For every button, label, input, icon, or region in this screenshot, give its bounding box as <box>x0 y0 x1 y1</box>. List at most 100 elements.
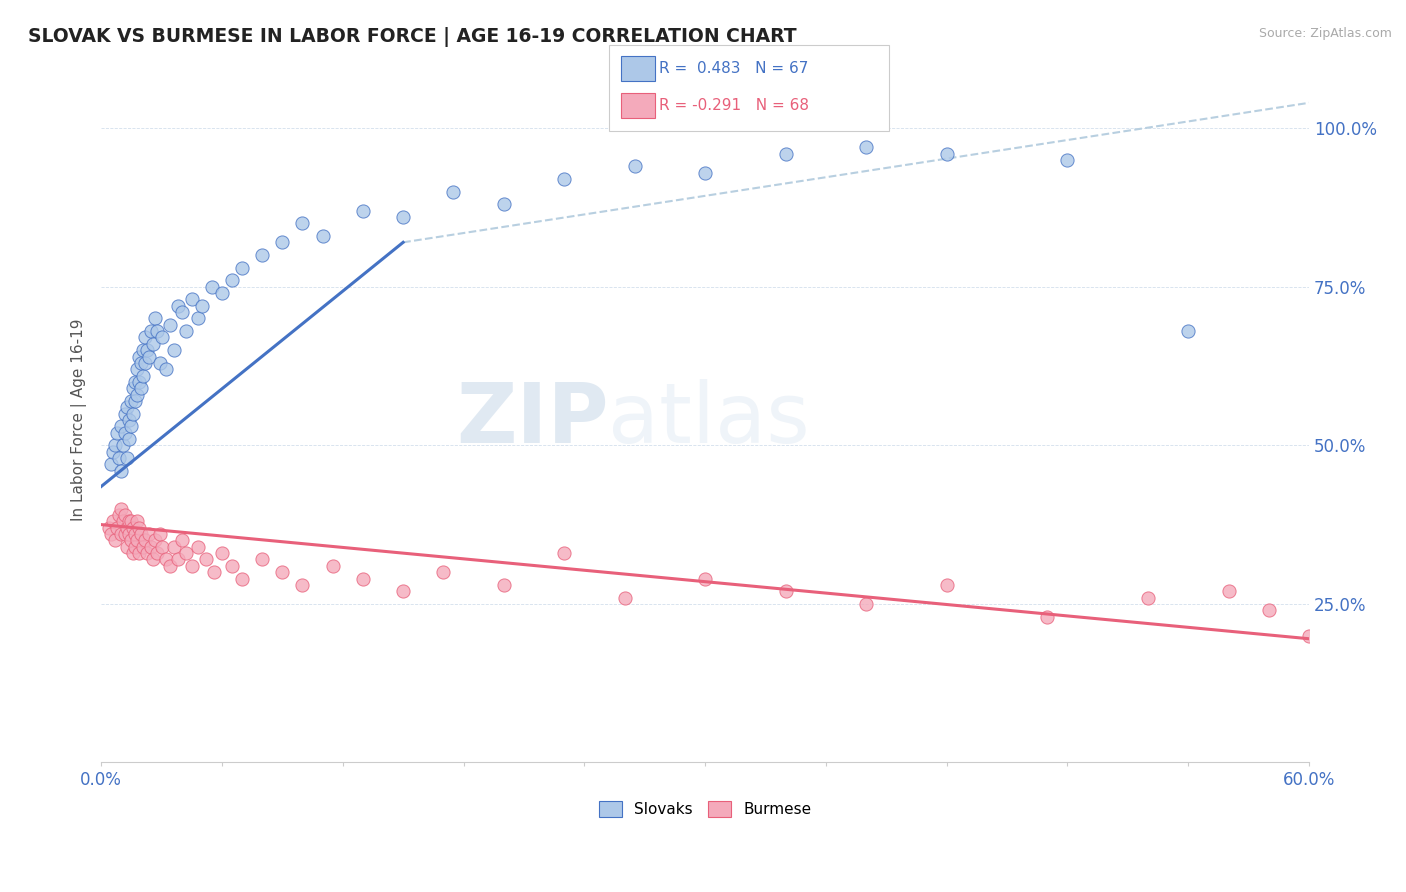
Point <box>250 248 273 262</box>
Point <box>1177 324 1199 338</box>
Point <box>105 425 128 440</box>
Point <box>191 299 214 313</box>
Point <box>128 375 150 389</box>
Point <box>935 146 957 161</box>
Point <box>128 521 150 535</box>
Point <box>352 203 374 218</box>
Point <box>613 591 636 605</box>
Point <box>775 146 797 161</box>
Point <box>124 527 146 541</box>
Point <box>122 407 145 421</box>
Point <box>134 533 156 548</box>
Point <box>170 305 193 319</box>
Point <box>122 546 145 560</box>
Point <box>202 565 225 579</box>
Point <box>120 393 142 408</box>
Point <box>187 311 209 326</box>
Point <box>1036 609 1059 624</box>
Point <box>117 450 139 465</box>
Point <box>141 324 163 338</box>
Point <box>114 527 136 541</box>
Point <box>120 419 142 434</box>
Point <box>138 350 160 364</box>
Text: atlas: atlas <box>609 379 810 460</box>
Point <box>98 521 121 535</box>
Point <box>117 540 139 554</box>
Point <box>141 540 163 554</box>
Point <box>142 336 165 351</box>
Point <box>1056 153 1078 167</box>
Point <box>104 533 127 548</box>
Point <box>155 552 177 566</box>
Point <box>180 558 202 573</box>
Point <box>122 521 145 535</box>
Point <box>1137 591 1160 605</box>
Point <box>250 552 273 566</box>
Point <box>127 387 149 401</box>
Point <box>122 381 145 395</box>
Text: R =  0.483   N = 67: R = 0.483 N = 67 <box>659 62 808 76</box>
Point <box>180 293 202 307</box>
Point <box>148 356 170 370</box>
Point <box>128 546 150 560</box>
Point <box>221 273 243 287</box>
Point <box>155 362 177 376</box>
Point <box>194 552 217 566</box>
Point <box>1257 603 1279 617</box>
Y-axis label: In Labor Force | Age 16-19: In Labor Force | Age 16-19 <box>72 318 87 521</box>
Point <box>132 540 155 554</box>
Point <box>110 527 132 541</box>
Point <box>131 527 153 541</box>
Point <box>142 552 165 566</box>
Point <box>311 229 333 244</box>
Point <box>775 584 797 599</box>
Point <box>693 572 716 586</box>
Point <box>100 527 122 541</box>
Point <box>271 565 294 579</box>
Point <box>1218 584 1240 599</box>
Point <box>187 540 209 554</box>
Point <box>146 546 169 560</box>
Point <box>112 438 135 452</box>
Legend: Slovaks, Burmese: Slovaks, Burmese <box>593 795 817 823</box>
Point <box>146 324 169 338</box>
Point <box>432 565 454 579</box>
Point <box>159 558 181 573</box>
Point <box>124 540 146 554</box>
Point <box>170 533 193 548</box>
Point <box>392 210 415 224</box>
Point <box>211 546 233 560</box>
Point <box>136 343 159 358</box>
Point <box>148 527 170 541</box>
Point <box>118 413 141 427</box>
Point <box>322 558 344 573</box>
Text: Source: ZipAtlas.com: Source: ZipAtlas.com <box>1258 27 1392 40</box>
Point <box>112 515 135 529</box>
Point <box>136 546 159 560</box>
Point <box>132 368 155 383</box>
Point <box>166 552 188 566</box>
Point <box>134 330 156 344</box>
Point <box>162 343 184 358</box>
Point <box>108 450 131 465</box>
Point <box>1298 629 1320 643</box>
Point <box>291 578 314 592</box>
Point <box>108 508 131 522</box>
Point <box>174 324 197 338</box>
Point <box>120 515 142 529</box>
Point <box>127 362 149 376</box>
Point <box>231 260 253 275</box>
Point <box>124 393 146 408</box>
Text: R = -0.291   N = 68: R = -0.291 N = 68 <box>659 98 810 112</box>
Point <box>127 515 149 529</box>
Point <box>110 464 132 478</box>
Point <box>352 572 374 586</box>
Point <box>553 172 575 186</box>
Point <box>105 521 128 535</box>
Point <box>221 558 243 573</box>
Point <box>553 546 575 560</box>
Point <box>392 584 415 599</box>
Point <box>271 235 294 250</box>
Point <box>138 527 160 541</box>
Point <box>211 286 233 301</box>
